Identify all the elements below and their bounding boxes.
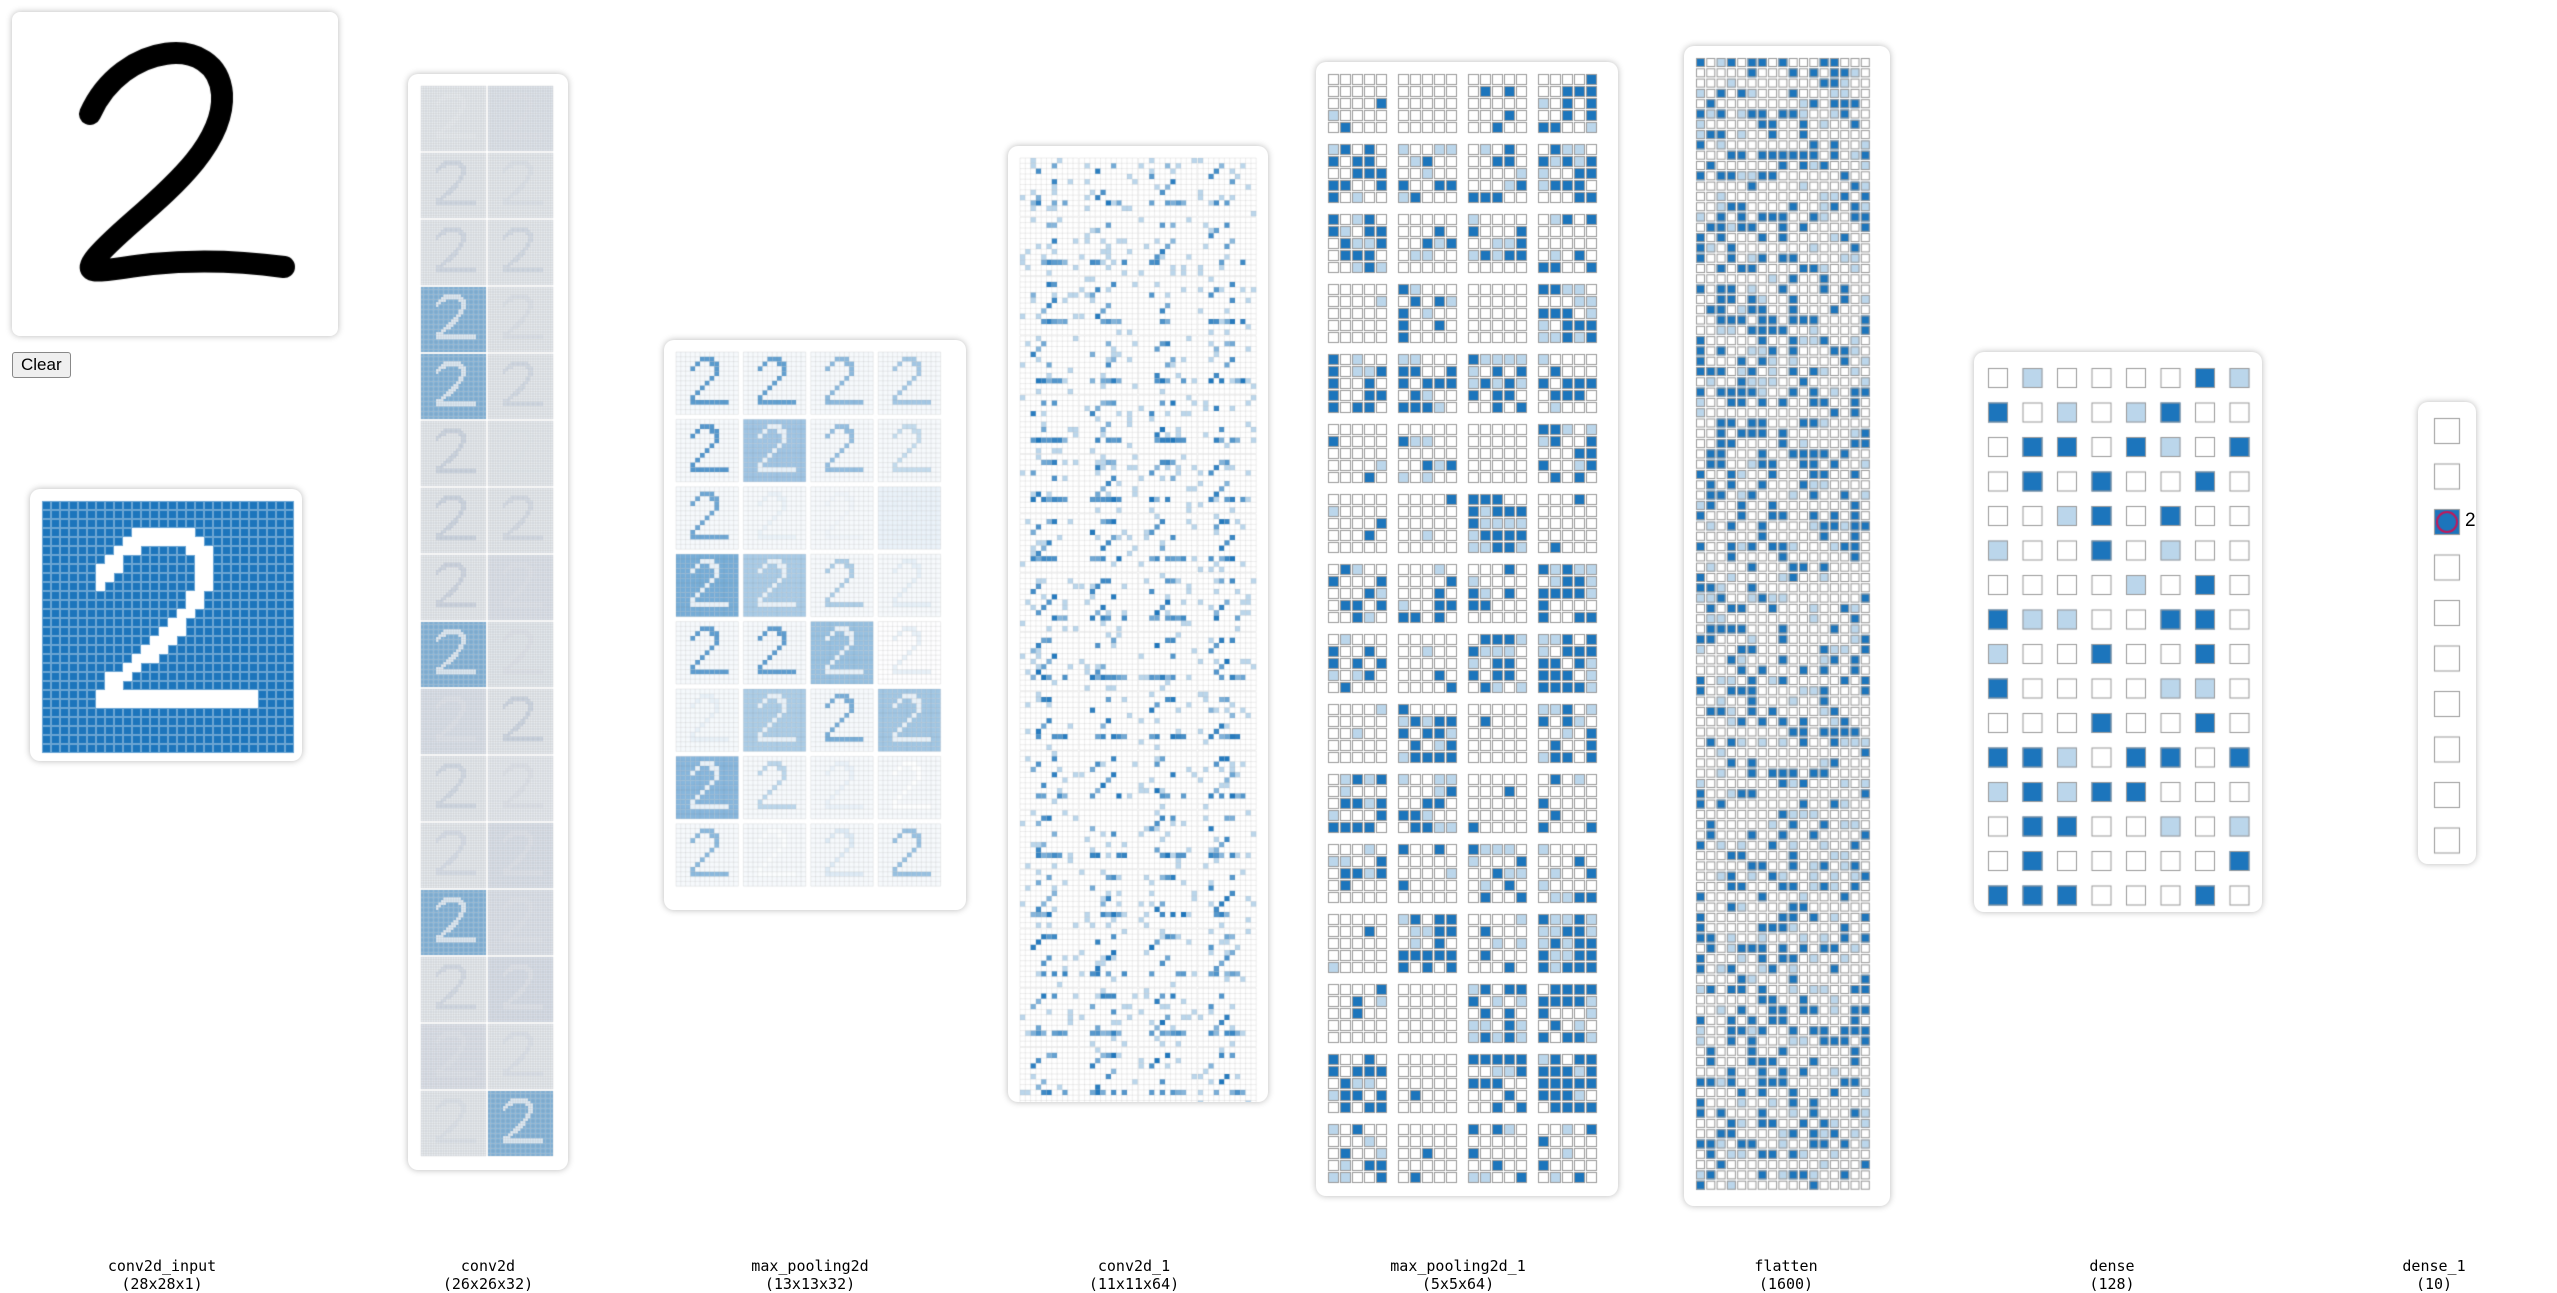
layer-shape: (11x11x64) (1088, 1275, 1180, 1293)
layer-label-conv2d: conv2d (26x26x32) (378, 1257, 598, 1293)
layer-shape: (128) (2089, 1275, 2135, 1293)
layer-label-flatten: flatten (1600) (1676, 1257, 1896, 1293)
layer-name: dense_1 (2402, 1257, 2466, 1275)
layer-shape: (10) (2415, 1275, 2453, 1293)
layer-name: conv2d_1 (1097, 1257, 1171, 1275)
drawing-surface[interactable] (12, 12, 338, 336)
layer-flatten-panel (1684, 46, 1890, 1206)
layer-shape: (1600) (1758, 1275, 1814, 1293)
layer-label-dense-1: dense_1 (10) (2324, 1257, 2544, 1293)
layer-dense-1-panel (2418, 402, 2476, 864)
drawing-canvas[interactable] (12, 12, 338, 336)
flatten-units (1684, 46, 1890, 1206)
layer-shape: (5x5x64) (1421, 1275, 1495, 1293)
layer-dense-panel (1974, 352, 2262, 912)
layer-conv2d-panel (408, 74, 568, 1170)
layer-label-conv2d-1: conv2d_1 (11x11x64) (1024, 1257, 1244, 1293)
layer-shape: (26x26x32) (442, 1275, 534, 1293)
layer-name: max_pooling2d (751, 1257, 869, 1275)
layer-conv2d-1-panel (1008, 146, 1268, 1102)
conv2d-1-feature-maps (1008, 146, 1268, 1102)
conv2d-feature-maps (408, 74, 568, 1170)
dense-units (1974, 352, 2262, 912)
max-pooling2d-1-feature-maps (1316, 62, 1618, 1196)
layer-label-dense: dense (128) (2002, 1257, 2222, 1293)
layer-name: flatten (1754, 1257, 1818, 1275)
layer-shape: (13x13x32) (764, 1275, 856, 1293)
layer-conv2d-input-panel (30, 489, 302, 761)
clear-button[interactable]: Clear (12, 352, 71, 378)
layer-label-conv2d-input: conv2d_input (28x28x1) (52, 1257, 272, 1293)
input-grid (30, 489, 302, 761)
layer-name: max_pooling2d_1 (1390, 1257, 1526, 1275)
output-units (2418, 402, 2476, 864)
layer-name: conv2d_input (107, 1257, 217, 1275)
layer-name: dense (2089, 1257, 2135, 1275)
predicted-digit-label: 2 (2465, 510, 2476, 531)
layer-shape: (28x28x1) (121, 1275, 203, 1293)
max-pooling2d-feature-maps (664, 340, 966, 910)
layer-max-pooling2d-panel (664, 340, 966, 910)
layer-label-max-pooling2d: max_pooling2d (13x13x32) (700, 1257, 920, 1293)
layer-max-pooling2d-1-panel (1316, 62, 1618, 1196)
layer-label-max-pooling2d-1: max_pooling2d_1 (5x5x64) (1348, 1257, 1568, 1293)
layer-name: conv2d (460, 1257, 516, 1275)
